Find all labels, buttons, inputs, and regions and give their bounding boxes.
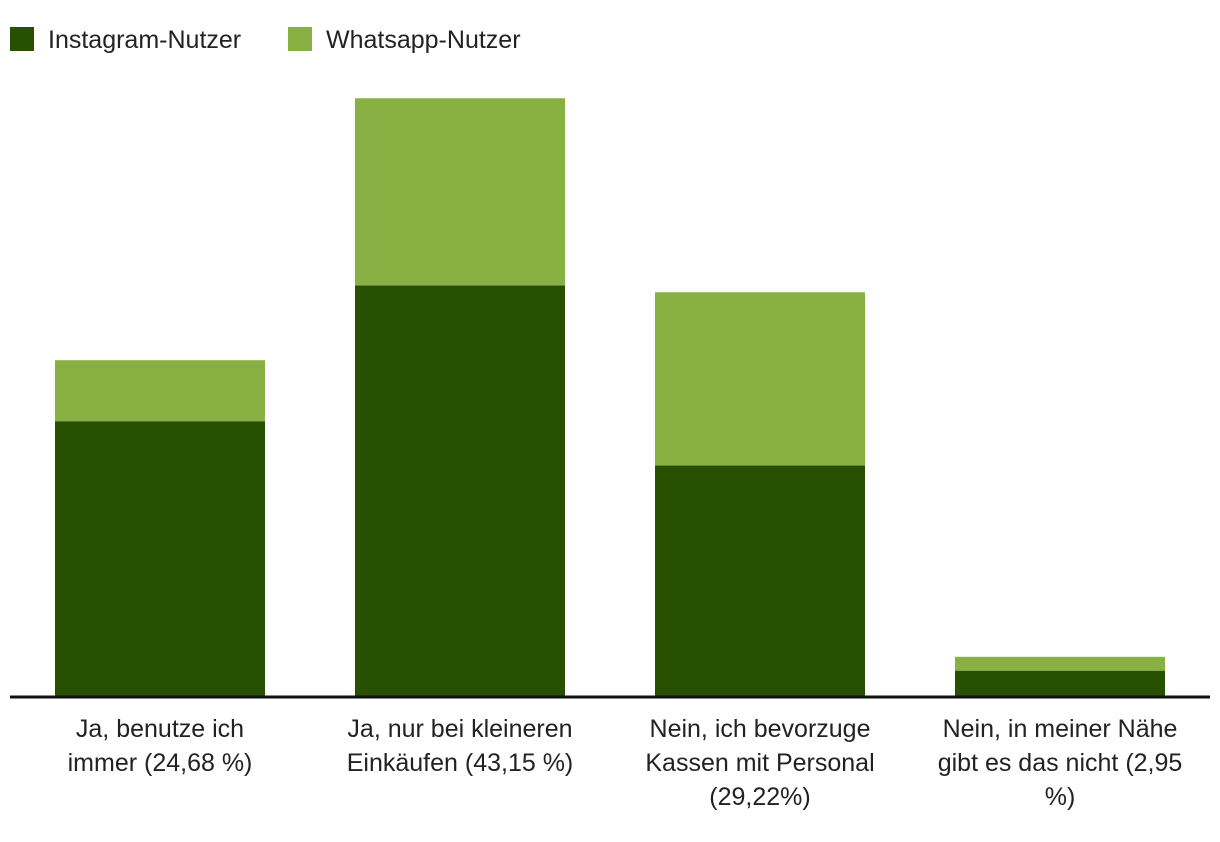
bar-instagram-2 bbox=[355, 285, 565, 697]
x-tick-label-2: Ja, nur bei kleineren Einkäufen (43,15 %) bbox=[347, 715, 574, 777]
bar-instagram-4 bbox=[955, 670, 1165, 697]
bar-instagram-1 bbox=[55, 421, 265, 697]
x-tick-label-line: Ja, nur bei kleineren bbox=[347, 715, 572, 743]
x-tick-label-line: %) bbox=[1045, 783, 1076, 811]
legend-label-2: Whatsapp-Nutzer bbox=[326, 26, 521, 54]
legend: Instagram-Nutzer Whatsapp-Nutzer bbox=[10, 26, 521, 54]
x-tick-label-3: Nein, ich bevorzuge Kassen mit Personal (2… bbox=[645, 715, 874, 811]
x-tick-labels: Ja, benutze ich immer (24,68 %) Ja, nur be… bbox=[68, 715, 1183, 811]
legend-label-1: Instagram-Nutzer bbox=[48, 26, 241, 54]
bar-whatsapp-3 bbox=[655, 292, 865, 466]
x-tick-label-line: Ja, benutze ich bbox=[76, 715, 244, 743]
x-tick-label-line: gibt es das nicht (2,95 bbox=[938, 749, 1183, 777]
bar-whatsapp-4 bbox=[955, 656, 1165, 671]
x-tick-label-line: (29,22%) bbox=[709, 783, 810, 811]
x-tick-label-line: Nein, in meiner Nähe bbox=[943, 715, 1178, 743]
x-tick-label-1: Ja, benutze ich immer (24,68 %) bbox=[68, 715, 253, 777]
x-tick-label-line: Kassen mit Personal bbox=[645, 749, 874, 777]
bar-whatsapp-1 bbox=[55, 360, 265, 422]
bar-instagram-3 bbox=[655, 465, 865, 697]
legend-swatch-1 bbox=[10, 27, 34, 51]
x-tick-label-line: immer (24,68 %) bbox=[68, 749, 253, 777]
x-tick-label-line: Nein, ich bevorzuge bbox=[650, 715, 871, 743]
bars-group bbox=[55, 98, 1165, 697]
x-tick-label-line: Einkäufen (43,15 %) bbox=[347, 749, 574, 777]
x-tick-label-4: Nein, in meiner Nähe gibt es das nicht (2… bbox=[938, 715, 1183, 811]
bar-whatsapp-2 bbox=[355, 98, 565, 286]
legend-swatch-2 bbox=[288, 27, 312, 51]
